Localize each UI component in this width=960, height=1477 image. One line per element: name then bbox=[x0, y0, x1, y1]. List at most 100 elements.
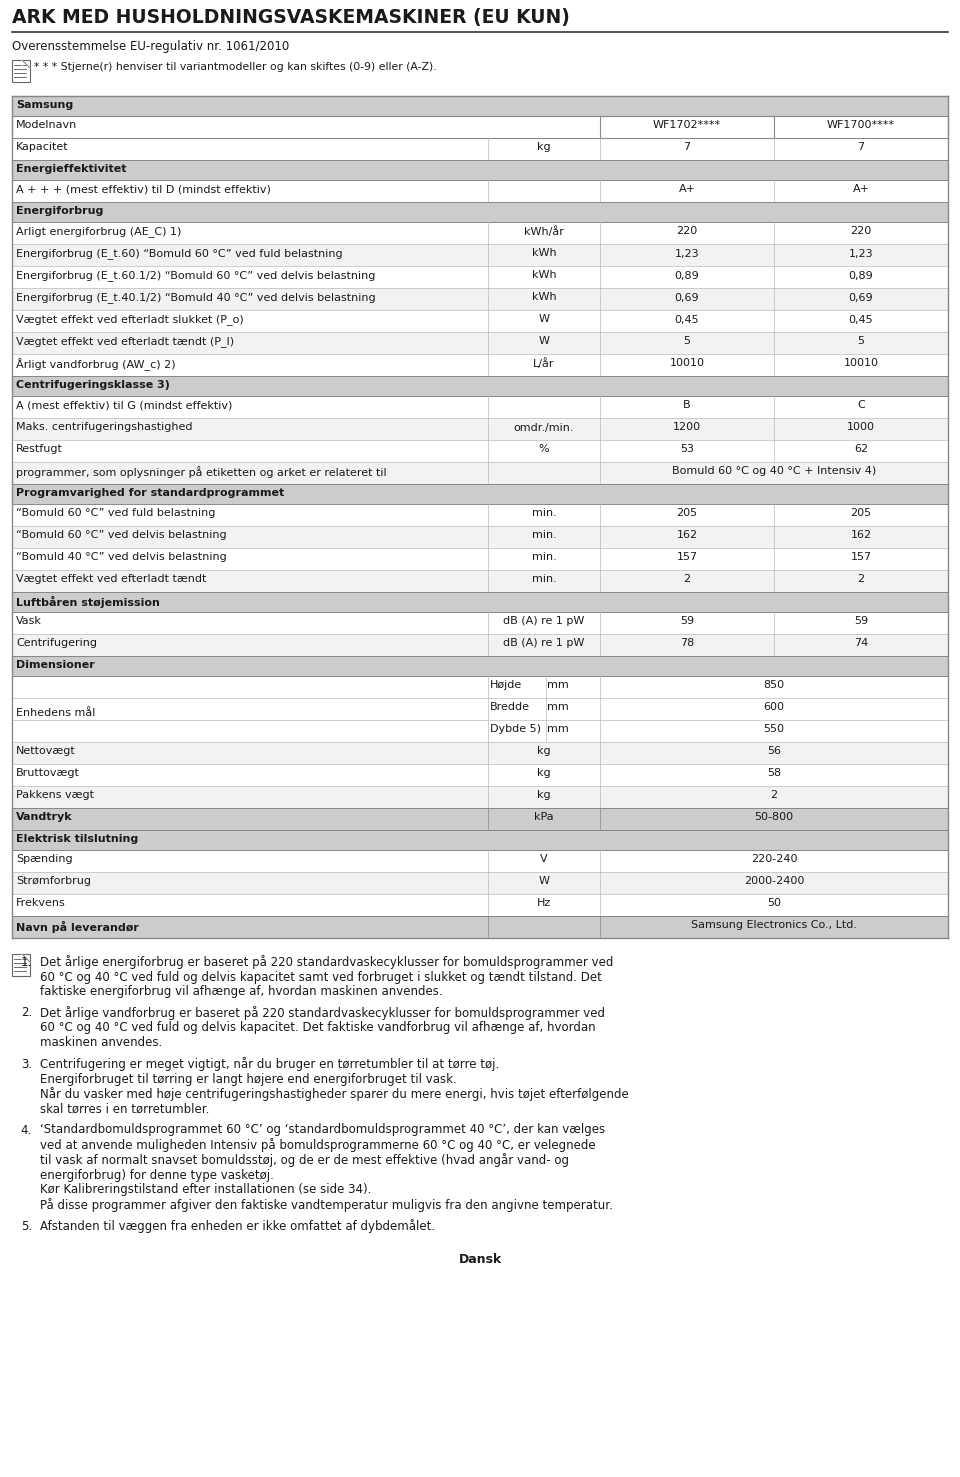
Text: 600: 600 bbox=[763, 703, 784, 712]
Text: dB (A) re 1 pW: dB (A) re 1 pW bbox=[503, 638, 585, 648]
Text: 4.: 4. bbox=[21, 1124, 32, 1136]
Text: L/år: L/år bbox=[533, 359, 555, 369]
Text: 2: 2 bbox=[857, 575, 865, 585]
Bar bbox=[12, 354, 948, 377]
Text: Samsung Electronics Co., Ltd.: Samsung Electronics Co., Ltd. bbox=[691, 920, 857, 931]
Text: Programvarighed for standardprogrammet: Programvarighed for standardprogrammet bbox=[16, 487, 284, 498]
Text: 50: 50 bbox=[767, 898, 781, 908]
Text: Overensstemmelse EU-regulativ nr. 1061/2010: Overensstemmelse EU-regulativ nr. 1061/2… bbox=[12, 40, 289, 53]
Text: Vandtryk: Vandtryk bbox=[16, 812, 73, 823]
Text: Vægtet effekt ved efterladt tændt (P_l): Vægtet effekt ved efterladt tændt (P_l) bbox=[16, 337, 234, 347]
Text: 10010: 10010 bbox=[844, 359, 878, 368]
Bar bbox=[12, 222, 948, 244]
Text: Energiforbrug (E_t.40.1/2) “Bomuld 40 °C” ved delvis belastning: Energiforbrug (E_t.40.1/2) “Bomuld 40 °C… bbox=[16, 292, 375, 303]
Text: 0,89: 0,89 bbox=[849, 270, 874, 281]
Bar bbox=[12, 117, 948, 137]
Text: 157: 157 bbox=[677, 552, 698, 563]
Text: Centrifugeringsklasse 3): Centrifugeringsklasse 3) bbox=[16, 380, 170, 390]
Text: %: % bbox=[539, 445, 549, 455]
Text: 157: 157 bbox=[851, 552, 872, 563]
Text: maskinen anvendes.: maskinen anvendes. bbox=[40, 1037, 162, 1050]
Text: 7: 7 bbox=[857, 142, 865, 152]
Bar bbox=[12, 634, 948, 656]
Text: Arligt energiforbrug (AE_C) 1): Arligt energiforbrug (AE_C) 1) bbox=[16, 226, 181, 238]
Text: 220: 220 bbox=[851, 226, 872, 236]
Text: 162: 162 bbox=[851, 530, 872, 541]
Text: 550: 550 bbox=[763, 725, 784, 734]
Text: A+: A+ bbox=[679, 185, 695, 195]
Bar bbox=[12, 954, 30, 976]
Text: 0,89: 0,89 bbox=[675, 270, 700, 281]
Text: Højde: Højde bbox=[490, 681, 522, 691]
Text: A+: A+ bbox=[852, 185, 870, 195]
Text: 162: 162 bbox=[677, 530, 698, 541]
Text: 78: 78 bbox=[680, 638, 694, 648]
Text: Dybde 5): Dybde 5) bbox=[490, 725, 541, 734]
Text: 10010: 10010 bbox=[669, 359, 705, 368]
Text: 0,69: 0,69 bbox=[675, 292, 699, 303]
Text: dB (A) re 1 pW: dB (A) re 1 pW bbox=[503, 616, 585, 626]
Text: 58: 58 bbox=[767, 768, 781, 778]
Bar bbox=[12, 741, 948, 764]
Text: kWh: kWh bbox=[532, 292, 556, 303]
Text: Årligt vandforbrug (AW_c) 2): Årligt vandforbrug (AW_c) 2) bbox=[16, 359, 176, 371]
Text: A + + + (mest effektiv) til D (mindst effektiv): A + + + (mest effektiv) til D (mindst ef… bbox=[16, 185, 271, 195]
Bar bbox=[12, 504, 948, 526]
Text: ARK MED HUSHOLDNINGSVASKEMASKINER (EU KUN): ARK MED HUSHOLDNINGSVASKEMASKINER (EU KU… bbox=[12, 7, 570, 27]
Text: 5: 5 bbox=[684, 337, 690, 347]
Text: programmer, som oplysninger på etiketten og arket er relateret til: programmer, som oplysninger på etiketten… bbox=[16, 467, 387, 479]
Text: 1,23: 1,23 bbox=[675, 248, 699, 258]
Text: Samsung: Samsung bbox=[16, 99, 73, 109]
Text: 2.: 2. bbox=[21, 1006, 32, 1019]
Bar bbox=[12, 786, 948, 808]
Text: 1200: 1200 bbox=[673, 422, 701, 433]
Text: 1000: 1000 bbox=[847, 422, 875, 433]
Text: Strømforbrug: Strømforbrug bbox=[16, 876, 91, 886]
Text: 74: 74 bbox=[853, 638, 868, 648]
Text: Centrifugering er meget vigtigt, når du bruger en tørretumbler til at tørre tøj.: Centrifugering er meget vigtigt, når du … bbox=[40, 1058, 499, 1071]
Text: 2: 2 bbox=[771, 790, 778, 801]
Text: Pakkens vægt: Pakkens vægt bbox=[16, 790, 94, 801]
Text: Navn på leverandør: Navn på leverandør bbox=[16, 920, 139, 932]
Text: 56: 56 bbox=[767, 746, 781, 756]
Text: Energiforbruget til tørring er langt højere end energiforbruget til vask.: Energiforbruget til tørring er langt høj… bbox=[40, 1072, 457, 1086]
Text: 205: 205 bbox=[851, 508, 872, 518]
Text: Elektrisk tilslutning: Elektrisk tilslutning bbox=[16, 833, 138, 843]
Bar bbox=[12, 61, 30, 83]
Text: “Bomuld 60 °C” ved fuld belastning: “Bomuld 60 °C” ved fuld belastning bbox=[16, 508, 215, 518]
Text: min.: min. bbox=[532, 508, 557, 518]
Text: Luftbåren støjemission: Luftbåren støjemission bbox=[16, 595, 160, 607]
Text: 3.: 3. bbox=[21, 1058, 32, 1071]
Bar bbox=[12, 611, 948, 634]
Text: 7: 7 bbox=[684, 142, 690, 152]
Text: Kapacitet: Kapacitet bbox=[16, 142, 68, 152]
Bar bbox=[12, 894, 948, 916]
Text: ‘Standardbomuldsprogrammet 60 °C’ og ‘standardbomuldsprogrammet 40 °C’, der kan : ‘Standardbomuldsprogrammet 60 °C’ og ‘st… bbox=[40, 1124, 605, 1136]
Bar bbox=[12, 310, 948, 332]
Bar bbox=[12, 160, 948, 180]
Text: 50-800: 50-800 bbox=[755, 812, 794, 823]
Bar bbox=[12, 764, 948, 786]
Text: mm: mm bbox=[547, 681, 569, 691]
Text: Energiforbrug (E_t.60) “Bomuld 60 °C” ved fuld belastning: Energiforbrug (E_t.60) “Bomuld 60 °C” ve… bbox=[16, 248, 343, 260]
Text: mm: mm bbox=[547, 725, 569, 734]
Bar bbox=[12, 266, 948, 288]
Text: “Bomuld 40 °C” ved delvis belastning: “Bomuld 40 °C” ved delvis belastning bbox=[16, 552, 227, 563]
Text: kWh: kWh bbox=[532, 270, 556, 281]
Text: Centrifugering: Centrifugering bbox=[16, 638, 97, 648]
Text: 62: 62 bbox=[854, 445, 868, 455]
Text: energiforbrug) for denne type vasketøj.: energiforbrug) for denne type vasketøj. bbox=[40, 1168, 274, 1182]
Bar bbox=[12, 244, 948, 266]
Bar bbox=[12, 548, 948, 570]
Text: Vægtet effekt ved efterladt slukket (P_o): Vægtet effekt ved efterladt slukket (P_o… bbox=[16, 315, 244, 325]
Bar bbox=[12, 180, 948, 202]
Text: W: W bbox=[539, 315, 549, 325]
Text: Maks. centrifugeringshastighed: Maks. centrifugeringshastighed bbox=[16, 422, 193, 433]
Bar bbox=[12, 396, 948, 418]
Text: Dansk: Dansk bbox=[458, 1252, 502, 1266]
Bar bbox=[12, 377, 948, 396]
Text: Vask: Vask bbox=[16, 616, 42, 626]
Text: W: W bbox=[539, 337, 549, 347]
Text: kWh: kWh bbox=[532, 248, 556, 258]
Text: 0,69: 0,69 bbox=[849, 292, 874, 303]
